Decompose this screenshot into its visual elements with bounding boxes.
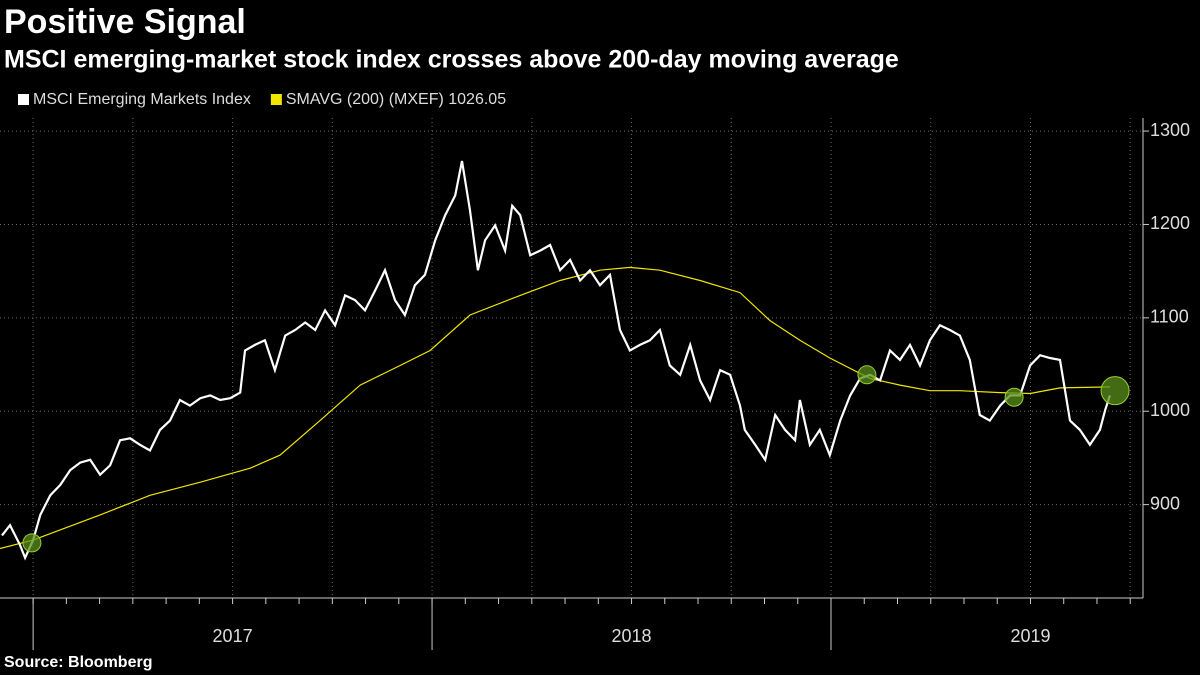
crossover-marker [22, 533, 42, 553]
chart-title: Positive Signal [4, 3, 246, 41]
crossover-marker [1100, 376, 1130, 406]
chart-subtitle: MSCI emerging-market stock index crosses… [4, 46, 899, 74]
x-tick-label: 2019 [1010, 626, 1050, 646]
legend-swatch [270, 94, 282, 105]
crossover-marker [857, 365, 877, 385]
legend-label: MSCI Emerging Markets Index [33, 91, 251, 108]
y-tick-label: 1100 [1150, 307, 1189, 327]
legend-label: SMAVG (200) (MXEF) 1026.05 [286, 91, 506, 108]
y-tick-label: 1200 [1150, 213, 1190, 233]
legend: MSCI Emerging Markets Index SMAVG (200) (… [18, 91, 506, 108]
source: Source: Bloomberg [4, 654, 152, 671]
x-tick-label: 2018 [612, 626, 652, 646]
series-line [0, 266, 1110, 550]
series-line [1, 160, 1111, 561]
x-tick-label: 2017 [213, 626, 253, 646]
y-tick-label: 1000 [1150, 400, 1190, 420]
legend-swatch [18, 94, 29, 105]
crossover-marker [1004, 387, 1024, 407]
y-tick-label: 900 [1150, 493, 1180, 513]
y-tick-label: 1300 [1150, 120, 1190, 140]
